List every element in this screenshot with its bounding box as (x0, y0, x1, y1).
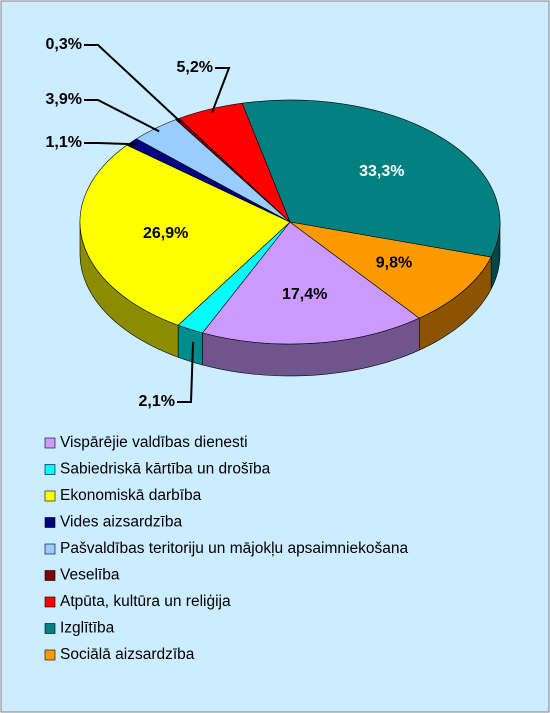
slice (289, 221, 492, 319)
legend-swatch (44, 543, 56, 555)
legend-swatch (44, 570, 56, 581)
data-label: 5,2% (177, 59, 213, 76)
slice (201, 221, 420, 345)
legend-label: Izglītība (60, 620, 115, 637)
legend-label: Sabiedriskā kārtība un drošība (60, 461, 271, 478)
legend-swatch (44, 596, 56, 608)
data-label: 1,1% (46, 134, 82, 151)
legend-label: Veselība (60, 567, 120, 584)
legend-label: Sociālā aizsardzība (60, 646, 195, 663)
data-label: 0,3% (46, 36, 82, 53)
data-label: 26,9% (143, 225, 188, 242)
data-label: 9,8% (376, 255, 412, 272)
legend-swatch (44, 464, 56, 475)
data-label: 33,3% (359, 163, 404, 180)
leader-line (177, 342, 195, 403)
leader-line (84, 142, 137, 146)
data-label: 17,4% (282, 286, 327, 303)
slice (79, 144, 291, 326)
legend-label: Ekonomiskā darbība (60, 487, 202, 504)
legend-label: Vides aizsardzība (60, 514, 182, 531)
legend-label: Atpūta, kultūra un reliģija (60, 593, 231, 610)
data-label: 2,1% (139, 393, 175, 410)
leader-line (211, 67, 231, 114)
legend-swatch (44, 490, 56, 502)
legend-swatch (44, 623, 56, 634)
leader-line (84, 44, 182, 123)
legend-swatch (44, 437, 56, 449)
legend-swatch (44, 649, 56, 661)
legend-label: Vispārējie valdības dienesti (60, 434, 248, 451)
legend-swatch (44, 517, 56, 528)
slice (241, 99, 501, 258)
leader-line (84, 99, 160, 133)
legend-label: Pašvaldības teritoriju un mājokļu apsaim… (60, 540, 408, 557)
data-label: 3,9% (46, 91, 82, 108)
